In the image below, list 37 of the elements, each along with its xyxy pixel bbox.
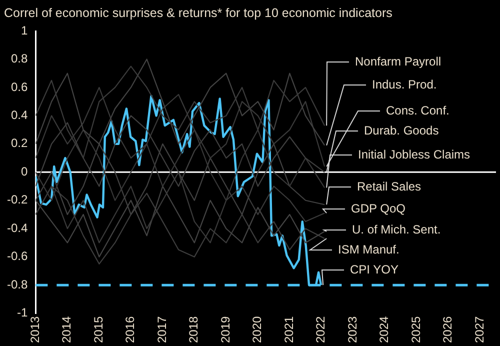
x-tick-label: 2021 [282,316,296,344]
x-tick-label: 2017 [154,316,169,344]
x-tick-label: 2018 [186,316,201,344]
x-tick-label: 2013 [28,316,42,344]
chart-title: Correl of economic surprises & returns* for top 10 economic indicators [4,6,392,20]
y-tick-label: 0.8 [10,52,28,66]
series-label: ISM Manuf. [338,242,400,256]
text: Indus. Prod. [372,77,437,92]
text: CPI YOY [350,262,398,276]
text: Cons. Conf. [386,103,450,118]
x-tick-label: 2020 [250,316,264,344]
text: Nonfarm Payroll [355,54,442,68]
y-tick-label: -1 [17,306,28,320]
y-tick-label: -0.2 [6,192,28,207]
y-tick-label: 0.4 [10,108,28,122]
x-tick-label: 2025 [408,316,423,344]
x-tick-label: 2016 [123,316,138,344]
y-tick-label: 0.6 [10,80,28,94]
x-tick-label: 2022 [314,316,328,344]
text: GDP QoQ [351,201,406,216]
y-tick-label: -0.6 [6,249,28,264]
y-tick-label: -0.8 [6,277,28,292]
text: Retail Sales [357,179,422,194]
x-tick-label: 2019 [218,316,232,344]
x-tick-label: 2014 [60,316,74,344]
x-tick-label: 2027 [472,316,486,344]
x-tick-label: 2024 [377,316,392,344]
y-tick-label: 0.2 [10,136,28,150]
x-tick-label: 2015 [91,316,106,344]
y-tick-label: 1 [20,23,28,38]
y-tick-label: -0.4 [6,220,28,235]
text: Initial Jobless Claims [358,147,470,162]
x-tick-label: 2026 [440,316,455,344]
text: Durab. Goods [364,123,439,138]
y-tick-label: 0 [20,164,28,178]
text: U. of Mich. Sent. [352,222,441,236]
x-tick-label: 2023 [345,316,360,344]
